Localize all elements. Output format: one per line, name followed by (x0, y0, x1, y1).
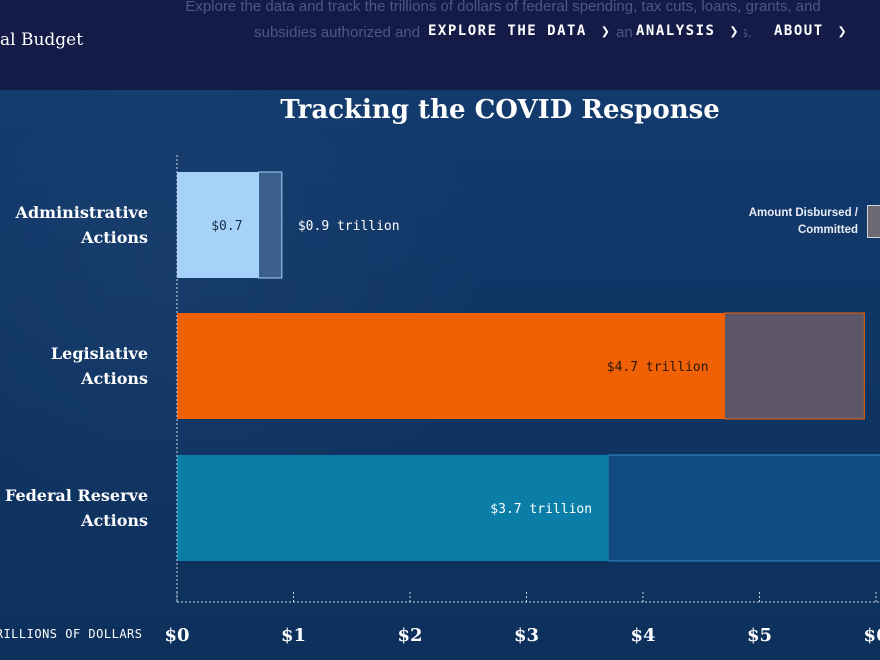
category-line-1: Legislative (51, 341, 148, 366)
legend-line-2: Committed (720, 222, 858, 239)
legend-line-1: Amount Disbursed / (720, 205, 858, 222)
x-axis-title: TRILLIONS OF DOLLARS (0, 627, 143, 641)
x-tick-label: $0 (164, 625, 189, 646)
x-tick-label: $5 (747, 625, 772, 646)
category-line-2: Actions (51, 366, 148, 391)
bar-total-label-administrative: $0.9 trillion (298, 219, 400, 234)
bar-total-legislative[interactable] (725, 313, 865, 419)
category-line-1: Federal Reserve (5, 483, 148, 508)
x-tick-label: $4 (630, 625, 655, 646)
x-tick-label: $2 (397, 625, 422, 646)
legend-swatch (867, 205, 880, 238)
x-tick-label: $1 (281, 625, 306, 646)
x-tick-label: $3 (514, 625, 539, 646)
category-label-legislative: Legislative Actions (51, 341, 148, 391)
bar-total-federal-reserve[interactable] (608, 455, 880, 561)
category-label-administrative: Administrative Actions (16, 200, 148, 250)
bar-chart: $0.7 $0.9 trillion $4.7 trillion $3.7 trill… (0, 0, 880, 660)
category-line-2: Actions (5, 508, 148, 533)
bar-total-administrative[interactable] (259, 172, 282, 278)
bar-value-label-federal-reserve: $3.7 trillion (490, 502, 592, 517)
bar-value-label-legislative: $4.7 trillion (607, 360, 709, 375)
category-line-2: Actions (16, 225, 148, 250)
x-tick-label: $6 (863, 625, 880, 646)
category-label-federal-reserve: Federal Reserve Actions (5, 483, 148, 533)
legend-label: Amount Disbursed / Committed (720, 205, 858, 239)
bar-value-label-administrative: $0.7 (211, 219, 242, 234)
category-line-1: Administrative (16, 200, 148, 225)
